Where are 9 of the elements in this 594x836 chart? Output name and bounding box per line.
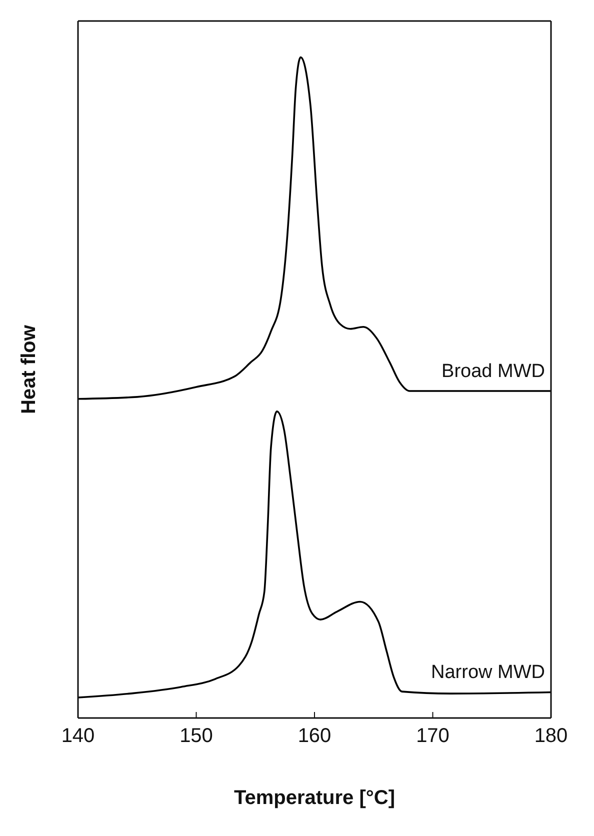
series-label: Broad MWD — [442, 360, 545, 382]
x-tick-label: 150 — [180, 725, 213, 748]
x-tick-label: 160 — [298, 725, 332, 748]
x-tick-label: 180 — [534, 725, 568, 748]
x-tick-label: 170 — [416, 725, 450, 748]
series-label: Narrow MWD — [431, 662, 545, 684]
y-axis-title: Heat flow — [18, 324, 40, 414]
x-tick-label: 140 — [61, 725, 95, 748]
x-axis-title: Temperature [°C] — [234, 787, 395, 809]
